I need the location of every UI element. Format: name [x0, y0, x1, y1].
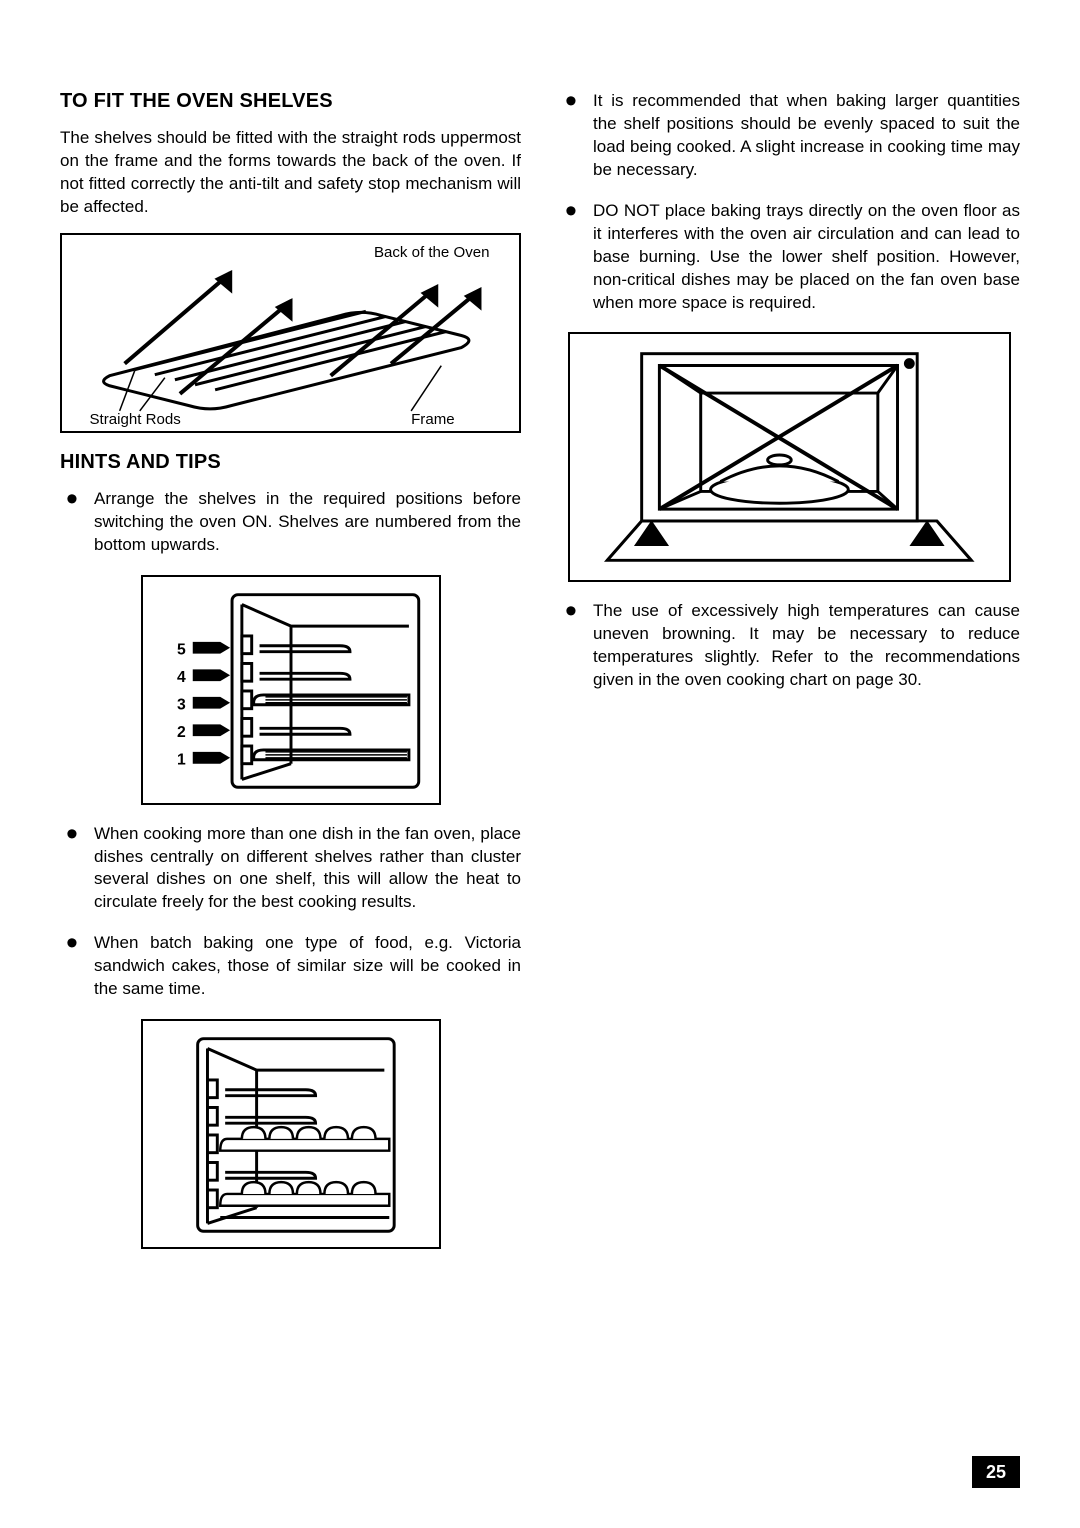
page-number: 25	[972, 1456, 1020, 1488]
shelf-num: 1	[177, 751, 186, 768]
tips-list-right-b: The use of excessively high temperatures…	[559, 600, 1020, 692]
tip-item: The use of excessively high temperatures…	[559, 600, 1020, 692]
tray-middle-icon	[220, 1127, 389, 1151]
heading-hints-tips: HINTS AND TIPS	[60, 451, 521, 474]
label-frame: Frame	[411, 411, 455, 428]
figure-shelf-rack: Back of the Oven	[60, 233, 521, 433]
tip-item: Arrange the shelves in the required posi…	[60, 488, 521, 557]
shelf-frame-icon	[104, 273, 480, 409]
tip-item: When cooking more than one dish in the f…	[60, 823, 521, 915]
heading-fit-shelves: TO FIT THE OVEN SHELVES	[60, 90, 521, 113]
top-shelf-slots-icon	[225, 1090, 315, 1123]
shelf-num: 2	[177, 724, 186, 741]
right-column: It is recommended that when baking large…	[559, 90, 1020, 1267]
tip-item: When batch baking one type of food, e.g.…	[60, 932, 521, 1001]
shelves-icon	[253, 645, 408, 759]
tip-item: It is recommended that when baking large…	[559, 90, 1020, 182]
tray-bottom-icon	[220, 1182, 389, 1206]
tips-list-right-a: It is recommended that when baking large…	[559, 90, 1020, 314]
tip-item: DO NOT place baking trays directly on th…	[559, 200, 1020, 315]
figure-batch-baking	[141, 1019, 441, 1249]
floor-tray-icon	[711, 455, 849, 503]
manual-page: TO FIT THE OVEN SHELVES The shelves shou…	[0, 0, 1080, 1528]
column-layout: TO FIT THE OVEN SHELVES The shelves shou…	[60, 90, 1020, 1267]
figure-shelf-numbers: 5 4 3 2 1	[141, 575, 441, 805]
left-column: TO FIT THE OVEN SHELVES The shelves shou…	[60, 90, 521, 1267]
open-door-icon	[607, 521, 971, 560]
shelf-slot-icon	[225, 1172, 315, 1178]
label-back-oven: Back of the Oven	[374, 244, 490, 261]
shelf-num: 5	[177, 641, 186, 658]
intro-text: The shelves should be fitted with the st…	[60, 127, 521, 219]
label-straight-rods: Straight Rods	[89, 411, 180, 428]
tips-list-left-b: When cooking more than one dish in the f…	[60, 823, 521, 1002]
shelf-num: 4	[177, 669, 186, 686]
shelf-runners-icon	[207, 1080, 217, 1208]
shelf-num: 3	[177, 696, 186, 713]
figure-do-not-floor	[568, 332, 1011, 582]
tips-list-left-a: Arrange the shelves in the required posi…	[60, 488, 521, 557]
number-arrows-icon	[192, 641, 229, 763]
